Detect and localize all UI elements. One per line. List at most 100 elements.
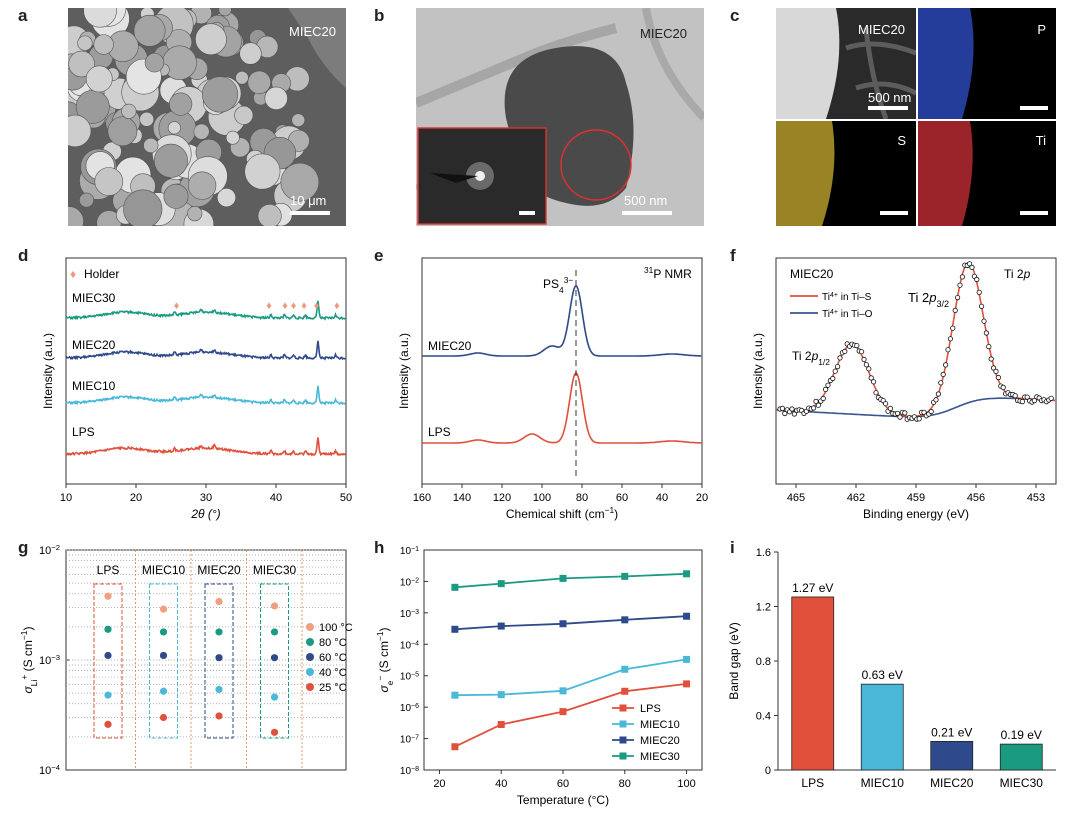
xps-data-point <box>916 416 922 422</box>
electronic-y-tick-label-part: 10 <box>400 609 412 620</box>
electronic-y-tick-label-part: 10 <box>400 703 412 714</box>
bandgap-bar-miec30 <box>999 743 1043 771</box>
nmr-x-label: Chemical shift (cm−1) <box>506 505 618 521</box>
sem-particle <box>107 116 138 147</box>
eds-map-p: P <box>918 8 1056 119</box>
xrd-series-label-miec30: MIEC30 <box>72 291 116 305</box>
ionic-category-label: LPS <box>97 563 120 577</box>
nmr-title: 31P NMR <box>644 265 692 281</box>
electronic-point-miec10 <box>451 691 459 699</box>
sem-image: MIEC20 10 μm <box>68 8 346 226</box>
electronic-x-tick-label: 80 <box>619 778 631 790</box>
bandgap-bar-miec10 <box>860 683 904 771</box>
electronic-point-lps <box>559 708 567 716</box>
sem-particle <box>218 8 232 17</box>
xps-legend-ti-o-part: 4+ <box>830 309 838 316</box>
xps-peak-label-1-2-part: 1/2 <box>818 357 830 367</box>
nmr-chart: 160 140 120 100 80 60 40 20 Chemical shift (cm−1… <box>397 257 708 521</box>
electronic-y-tick-label: 10−7 <box>400 734 419 746</box>
xps-data-point <box>834 363 841 370</box>
xrd-series-miec20 <box>65 340 346 361</box>
sem-sample-label: MIEC20 <box>289 24 336 39</box>
bandgap-bar-miec20 <box>930 740 974 771</box>
xps-data-point <box>873 390 879 396</box>
xps-peak-label-3-2-part: p <box>928 290 936 305</box>
electronic-point-miec20 <box>559 620 567 628</box>
electronic-legend-marker <box>619 720 627 728</box>
panel-letter-b: b <box>374 6 385 25</box>
electronic-y-tick-label-part: 10 <box>400 640 412 651</box>
nmr-peak-annotation-part: 4 <box>559 285 564 295</box>
sem-scale-bar <box>290 211 330 215</box>
tem-scale-bar <box>622 211 672 215</box>
xps-data-point <box>945 347 951 353</box>
xps-peak-label-3-2-part: 3/2 <box>936 299 949 309</box>
electronic-y-tick-label-part: 10 <box>400 735 412 746</box>
electronic-y-label-part: ) <box>377 627 391 631</box>
xps-sample-label: MIEC20 <box>790 267 834 281</box>
xps-peak-label-3-2: Ti 2p3/2 <box>908 290 949 309</box>
eds-map-s-scale <box>880 211 908 215</box>
xps-data-point <box>1019 398 1026 405</box>
electronic-y-label-part: σ <box>377 685 391 693</box>
ionic-category-label: MIEC20 <box>197 563 241 577</box>
xps-data-point <box>1000 384 1006 390</box>
nmr-title-part: 31 <box>644 265 654 275</box>
electronic-y-tick-label: 10−4 <box>400 640 419 652</box>
xps-data-point <box>894 410 901 416</box>
nmr-x-tick-label: 40 <box>656 492 668 504</box>
bandgap-category-label: MIEC20 <box>930 776 974 790</box>
ionic-point <box>215 685 223 694</box>
ionic-legend-label: 80 °C <box>319 637 347 649</box>
electronic-y-tick-label-part: −6 <box>411 703 419 710</box>
xps-data-point <box>986 343 992 350</box>
sem-particle <box>68 206 84 226</box>
panel-letter-i: i <box>730 538 735 557</box>
nmr-x-tick-label: 140 <box>453 492 471 504</box>
eds-map-ti-scale <box>1020 211 1048 215</box>
ionic-y-tick-label: 10−3 <box>39 653 60 668</box>
xrd-series-label-miec10: MIEC10 <box>72 379 116 393</box>
nmr-x-tick-label: 120 <box>493 492 511 504</box>
electronic-x-tick-label: 20 <box>433 778 445 790</box>
xps-data-point <box>837 355 843 361</box>
ionic-point <box>215 712 223 720</box>
electronic-point-miec10 <box>621 665 629 673</box>
electronic-line-miec20 <box>454 615 687 631</box>
xps-data-point <box>863 362 870 368</box>
nmr-x-tick-label: 60 <box>616 492 628 504</box>
electronic-point-miec10 <box>497 691 505 699</box>
xps-data-point <box>935 391 942 397</box>
xps-title-part: Ti 2 <box>1004 267 1024 281</box>
ionic-legend-marker <box>306 653 314 661</box>
electronic-y-tick-label: 10−5 <box>400 671 419 683</box>
xrd-x-label: 2θ (°) <box>190 507 220 521</box>
ionic-point <box>104 592 112 600</box>
eds-map-ti-label: Ti <box>1035 133 1046 148</box>
nmr-frame <box>421 257 703 485</box>
ionic-y-tick-label: 10−4 <box>39 763 61 778</box>
xps-data-point <box>789 406 795 412</box>
electronic-y-tick-label-part: 10 <box>400 672 412 683</box>
bandgap-y-tick-label: 1.2 <box>756 602 771 614</box>
ionic-legend-label: 40 °C <box>319 667 347 679</box>
ionic-y-tick-label-part: −3 <box>51 653 60 662</box>
xps-data-point <box>810 405 817 411</box>
bandgap-y-tick-label: 0.8 <box>756 656 771 668</box>
xrd-series-miec10 <box>65 385 346 406</box>
ionic-category-box <box>204 583 234 739</box>
xps-peak-label-3-2-part: Ti 2 <box>908 290 929 305</box>
ionic-category-label: MIEC10 <box>142 563 186 577</box>
electronic-y-tick-label-part: −7 <box>411 734 419 741</box>
ionic-point <box>104 625 112 633</box>
eds-scale-bar <box>868 106 908 110</box>
xps-peak-label-1-2: Ti 2p1/2 <box>792 349 830 367</box>
electronic-y-tick-label-part: −4 <box>411 640 419 647</box>
xps-data-point <box>950 325 956 331</box>
xps-data-point <box>1048 395 1054 401</box>
ionic-y-label-part: Li <box>29 680 39 687</box>
xps-x-tick-label: 456 <box>967 492 985 504</box>
sem-particle <box>244 153 281 190</box>
sem-particle <box>133 14 166 47</box>
